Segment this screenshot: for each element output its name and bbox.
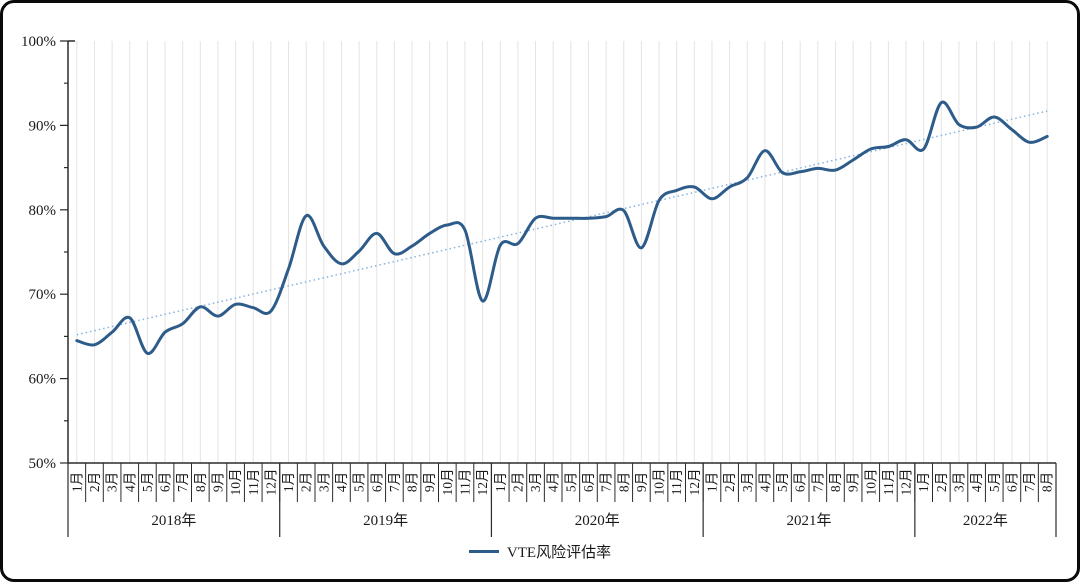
year-label: 2019年 — [363, 512, 408, 529]
month-label: 5月 — [563, 472, 578, 492]
month-label: 7月 — [599, 472, 614, 492]
month-label: 6月 — [158, 472, 173, 492]
month-label: 12月 — [475, 469, 490, 496]
month-label: 2月 — [299, 472, 314, 492]
month-label: 12月 — [263, 469, 278, 496]
month-label: 4月 — [334, 472, 349, 492]
month-label: 4月 — [969, 472, 984, 492]
month-label: 11月 — [457, 469, 472, 496]
y-axis-label: 80% — [29, 203, 57, 219]
legend: VTE风险评估率 — [3, 541, 1077, 562]
month-label: 1月 — [704, 472, 719, 492]
month-label: 5月 — [140, 472, 155, 492]
month-label: 5月 — [352, 472, 367, 492]
month-label: 8月 — [828, 472, 843, 492]
month-label: 3月 — [316, 472, 331, 492]
month-label: 6月 — [793, 472, 808, 492]
month-label: 3月 — [528, 472, 543, 492]
month-label: 10月 — [652, 469, 667, 496]
month-label: 7月 — [1022, 472, 1037, 492]
month-label: 5月 — [775, 472, 790, 492]
series-line — [75, 100, 1049, 355]
month-label: 10月 — [228, 469, 243, 496]
y-axis-label: 50% — [29, 456, 57, 472]
month-label: 6月 — [1004, 472, 1019, 492]
month-label: 4月 — [757, 472, 772, 492]
year-label: 2018年 — [151, 512, 196, 529]
month-label: 10月 — [863, 469, 878, 496]
month-label: 3月 — [951, 472, 966, 492]
month-label: 2月 — [510, 472, 525, 492]
month-label: 12月 — [899, 469, 914, 496]
month-label: 10月 — [440, 469, 455, 496]
month-label: 2月 — [87, 472, 102, 492]
year-label: 2022年 — [963, 512, 1008, 529]
month-label: 8月 — [193, 472, 208, 492]
month-label: 9月 — [422, 472, 437, 492]
year-label: 2020年 — [575, 512, 620, 529]
month-label: 6月 — [369, 472, 384, 492]
month-label: 9月 — [210, 472, 225, 492]
month-label: 1月 — [493, 472, 508, 492]
month-label: 9月 — [846, 472, 861, 492]
month-label: 11月 — [881, 469, 896, 496]
month-label: 3月 — [105, 472, 120, 492]
month-label: 4月 — [122, 472, 137, 492]
month-label: 4月 — [546, 472, 561, 492]
y-axis-label: 60% — [29, 372, 57, 388]
month-label: 1月 — [916, 472, 931, 492]
month-label: 9月 — [634, 472, 649, 492]
month-label: 2月 — [934, 472, 949, 492]
month-label: 11月 — [669, 469, 684, 496]
y-axis-label: 100% — [21, 34, 56, 50]
month-label: 1月 — [281, 472, 296, 492]
month-label: 8月 — [405, 472, 420, 492]
month-label: 2月 — [722, 472, 737, 492]
month-label: 11月 — [246, 469, 261, 496]
legend-line-swatch — [468, 549, 499, 554]
month-label: 7月 — [810, 472, 825, 492]
month-label: 8月 — [1040, 472, 1055, 492]
month-label: 7月 — [175, 472, 190, 492]
month-label: 12月 — [687, 469, 702, 496]
month-label: 1月 — [69, 472, 84, 492]
month-label: 7月 — [387, 472, 402, 492]
month-label: 5月 — [987, 472, 1002, 492]
y-axis-label: 70% — [29, 287, 57, 303]
year-label: 2021年 — [786, 512, 831, 529]
month-label: 3月 — [740, 472, 755, 492]
y-axis-label: 90% — [29, 118, 57, 134]
month-label: 6月 — [581, 472, 596, 492]
legend-label: VTE风险评估率 — [506, 545, 612, 561]
vte-assessment-rate-line-chart: 50%60%70%80%90%100%1月 2月 3月 4月 5月 6月 7月 8月 9月 10月… — [21, 34, 1057, 537]
trendline — [76, 110, 1048, 336]
month-label: 8月 — [616, 472, 631, 492]
